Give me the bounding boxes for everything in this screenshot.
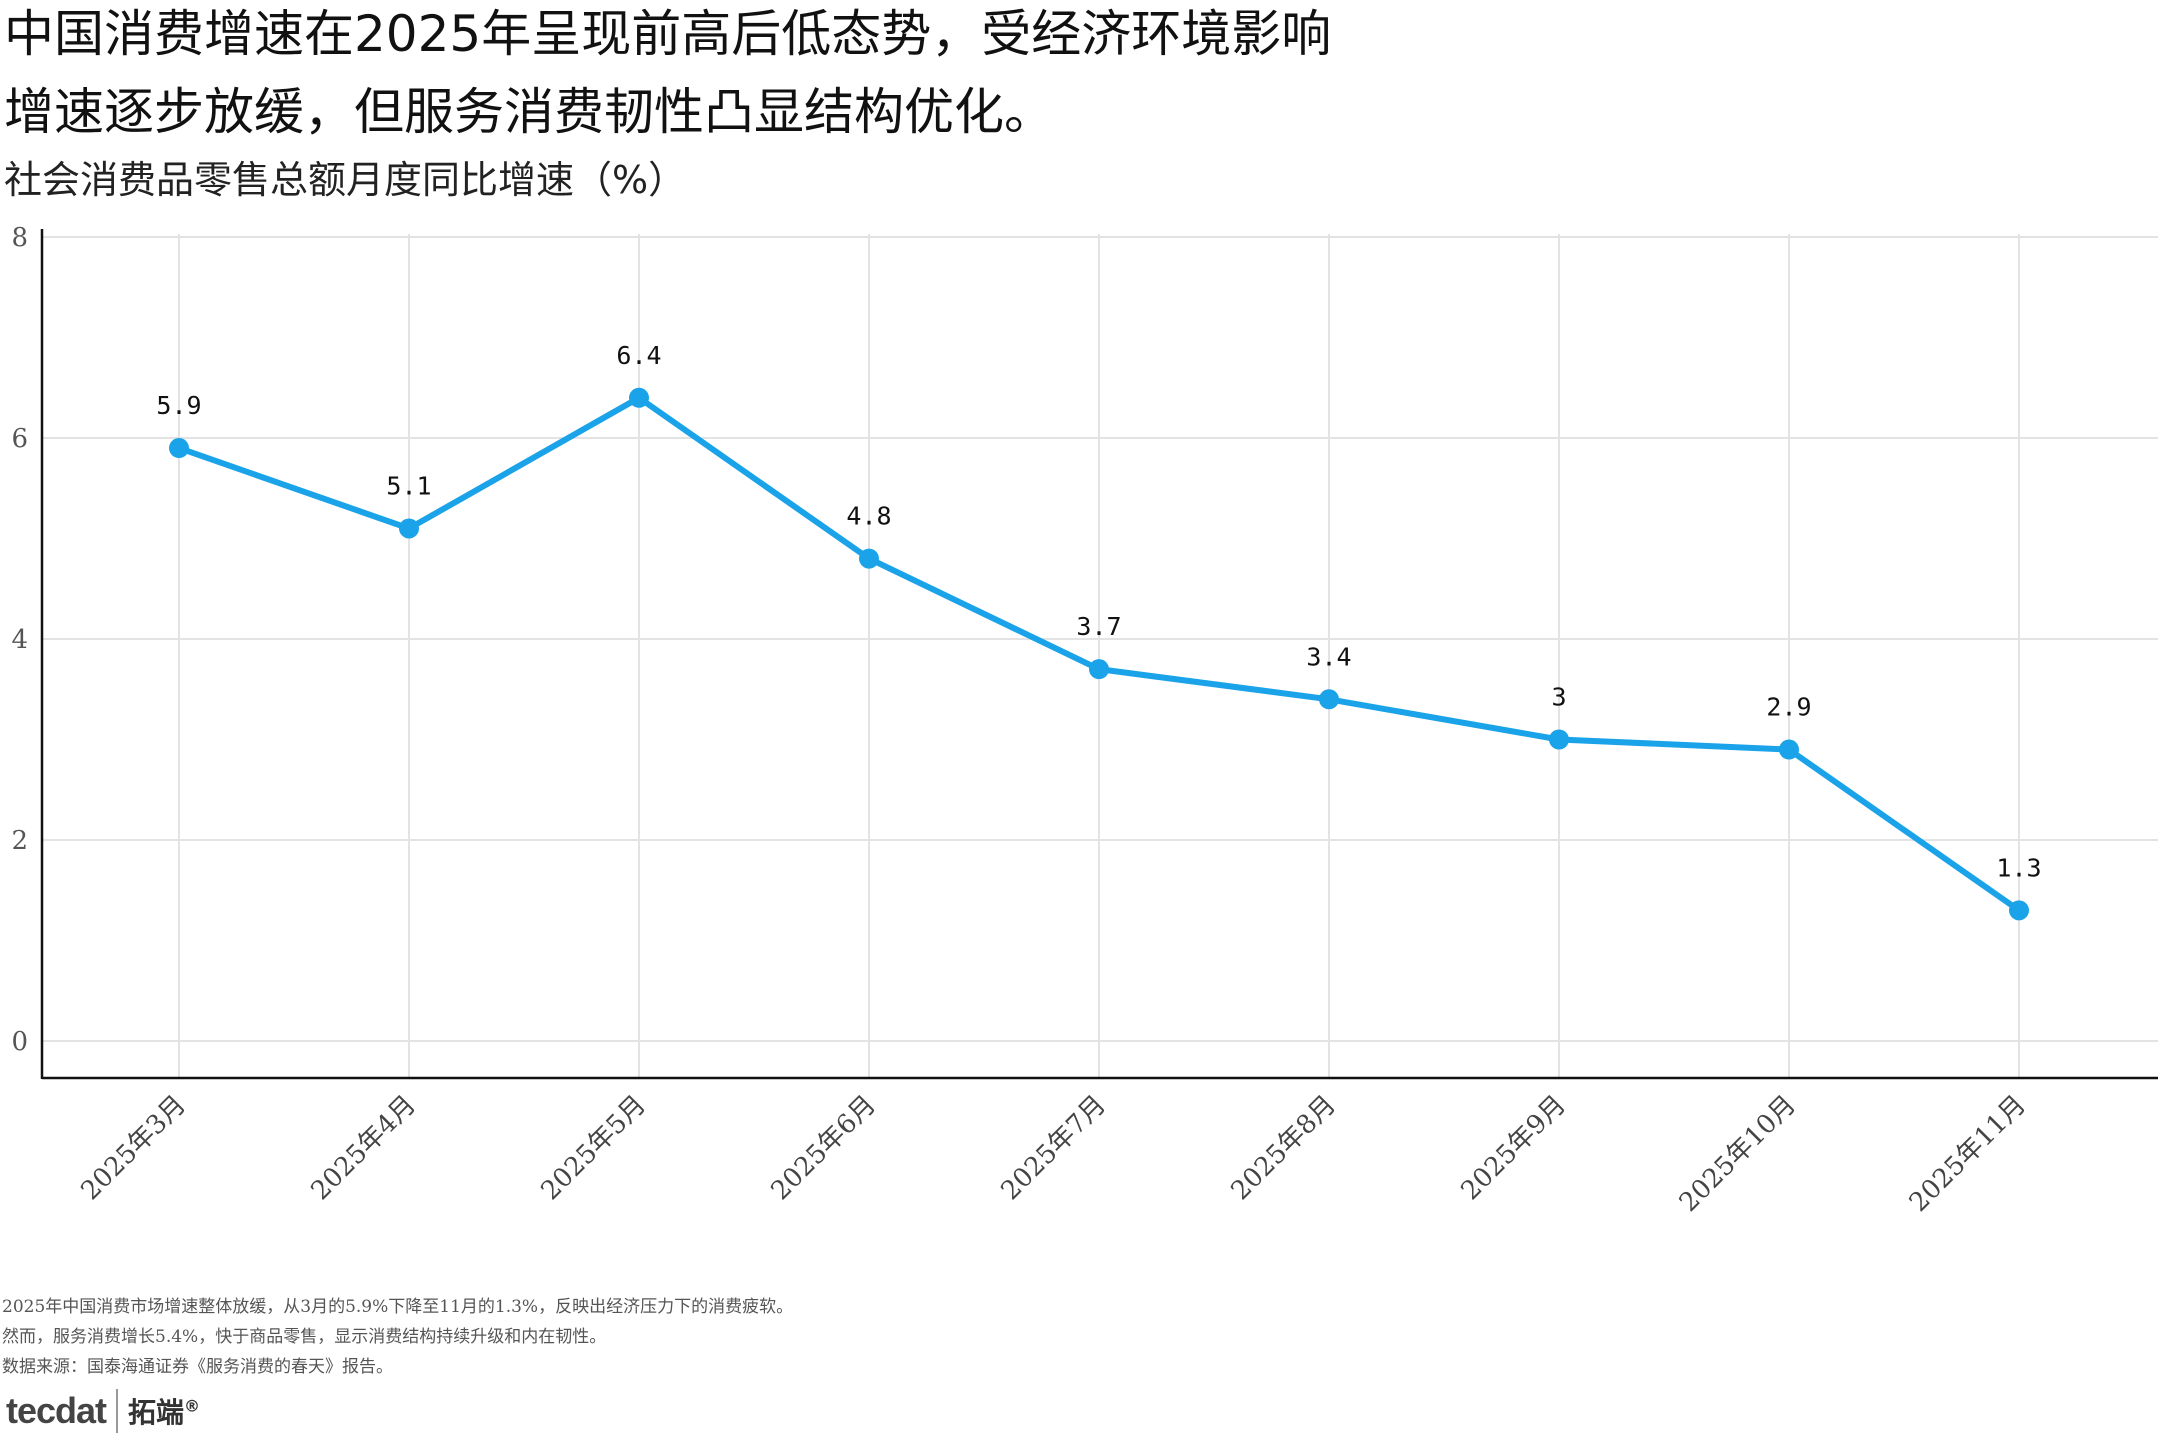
- data-label: 4.8: [846, 502, 891, 531]
- data-label: 3: [1551, 683, 1566, 712]
- y-tick-label: 4: [11, 625, 28, 655]
- y-tick-label: 6: [11, 424, 28, 454]
- logo-chinese-name: 拓端®: [128, 1391, 200, 1431]
- line-chart: 5.9 5.1 6.4 4.8 3.7 3.4 3 2.9 1.3 2025年3月 2025年4月…: [11, 223, 2158, 1218]
- data-label: 1.3: [1996, 853, 2041, 882]
- logo-cn-text: 拓端: [128, 1396, 185, 1429]
- y-tick-label: 2: [11, 826, 28, 856]
- tecdat-logo: tecdat 拓端®: [2, 1383, 200, 1439]
- data-label: 3.4: [1306, 642, 1351, 671]
- data-label: 5.1: [386, 471, 431, 500]
- grid-layer: [42, 234, 2158, 1078]
- y-tick-label: 0: [11, 1027, 28, 1057]
- logo-mark: tecdat: [2, 1384, 107, 1436]
- x-tick-label: 2025年8月: [1225, 1090, 1341, 1206]
- chart-title-line-1: 中国消费增速在2025年呈现前高后低态势，受经济环境影响: [4, 5, 1332, 63]
- x-tick-label: 2025年10月: [1674, 1090, 1802, 1218]
- data-labels-layer: 5.9 5.1 6.4 4.8 3.7 3.4 3 2.9 1.3: [156, 341, 2041, 883]
- footnote-service-consumption: 然而，服务消费增长5.4%，快于商品零售，显示消费结构持续升级和内在韧性。: [2, 1327, 607, 1347]
- x-tick-label: 2025年3月: [75, 1090, 191, 1206]
- registered-mark: ®: [184, 1396, 201, 1416]
- data-point: [859, 548, 879, 569]
- x-tick-label: 2025年7月: [995, 1090, 1111, 1206]
- x-tick-label: 2025年5月: [535, 1090, 651, 1206]
- x-tick-label: 2025年6月: [765, 1090, 881, 1206]
- data-point: [1549, 729, 1569, 750]
- data-label: 6.4: [616, 341, 661, 370]
- data-point: [1779, 739, 1799, 760]
- data-points-layer: [169, 387, 2029, 921]
- data-point: [2009, 900, 2029, 921]
- data-label: 3.7: [1076, 612, 1121, 641]
- y-tick-label: 8: [11, 223, 28, 253]
- logo-mark-text: tecdat: [6, 1390, 107, 1431]
- data-point: [1319, 689, 1339, 710]
- data-point: [169, 438, 189, 459]
- footnote-summary: 2025年中国消费市场增速整体放缓，从3月的5.9%下降至11月的1.3%，反映…: [2, 1297, 794, 1317]
- data-label: 2.9: [1766, 693, 1811, 722]
- chart-subtitle: 社会消费品零售总额月度同比增速（%）: [4, 158, 687, 202]
- y-tick-labels-layer: 0 2 4 6 8: [11, 223, 28, 1057]
- x-tick-label: 2025年11月: [1904, 1090, 2032, 1218]
- x-tick-label: 2025年4月: [305, 1090, 421, 1206]
- logo-divider: [116, 1389, 119, 1433]
- x-tick-label: 2025年9月: [1455, 1090, 1571, 1206]
- data-point: [1089, 659, 1109, 680]
- axis-layer: [40, 229, 2158, 1080]
- data-label: 5.9: [156, 391, 201, 420]
- data-point: [399, 518, 419, 539]
- x-tick-labels-layer: 2025年3月 2025年4月 2025年5月 2025年6月 2025年7月 2025年…: [75, 1090, 2031, 1218]
- data-point: [629, 387, 649, 408]
- footnote-source: 数据来源：国泰海通证券《服务消费的春天》报告。: [2, 1357, 393, 1377]
- chart-title-line-2: 增速逐步放缓，但服务消费韧性凸显结构优化。: [4, 83, 1054, 141]
